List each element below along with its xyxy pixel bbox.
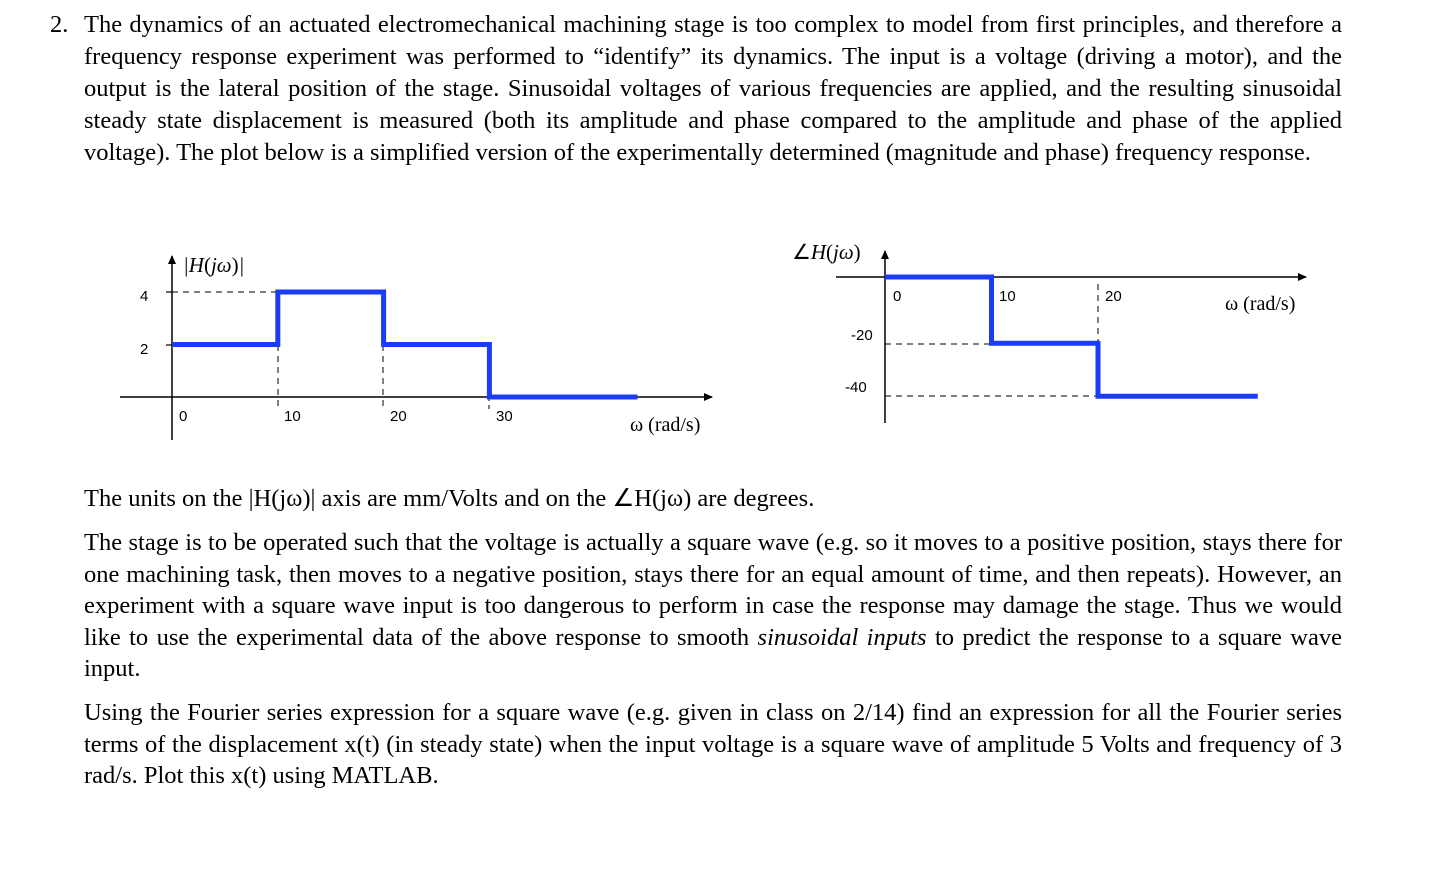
phase-ytick-label-40: -40 [845,379,867,396]
phase-series-line [885,274,1258,399]
phase-xtick-label-10: 10 [999,288,1016,305]
phase-plot: ∠H(jω) 0 10 20 -20 -40 ω (rad/s) [792,240,1307,423]
magnitude-series-line [172,289,638,400]
task-paragraph: Using the Fourier series expression for … [84,699,1342,789]
phase-x-unit: ω (rad/s) [1225,293,1295,315]
phase-ytick-label-20: -20 [851,327,873,344]
stage-text-after: to predict the response to a square wave… [84,623,1342,683]
stage-paragraph: The stage is to be operated such that th… [84,527,1342,685]
stage-text-before: The stage is to be operated such that th… [84,529,1342,651]
magnitude-plot: |H(jω)| 4 2 0 10 20 30 ω (rad/s) [120,253,713,440]
intro-paragraph: The dynamics of an actuated electromecha… [84,11,1342,166]
question-number: 2. [50,11,69,38]
magnitude-ytick-label-4: 4 [140,288,148,305]
magnitude-xtick-label-10: 10 [284,408,301,425]
magnitude-ytick-label-2: 2 [140,341,148,358]
magnitude-xtick-label-0: 0 [179,408,187,425]
phase-xtick-label-0: 0 [893,288,901,305]
magnitude-x-unit: ω (rad/s) [630,414,700,436]
phase-y-label: ∠H(jω) [792,240,861,264]
magnitude-xtick-label-30: 30 [496,408,513,425]
phase-xtick-label-20: 20 [1105,288,1122,305]
units-paragraph: The units on the |H(jω)| axis are mm/Vol… [84,485,815,512]
magnitude-y-label: |H(jω)| [183,253,244,277]
stage-emphasis: sinusoidal inputs [757,623,927,651]
magnitude-xtick-label-20: 20 [390,408,407,425]
